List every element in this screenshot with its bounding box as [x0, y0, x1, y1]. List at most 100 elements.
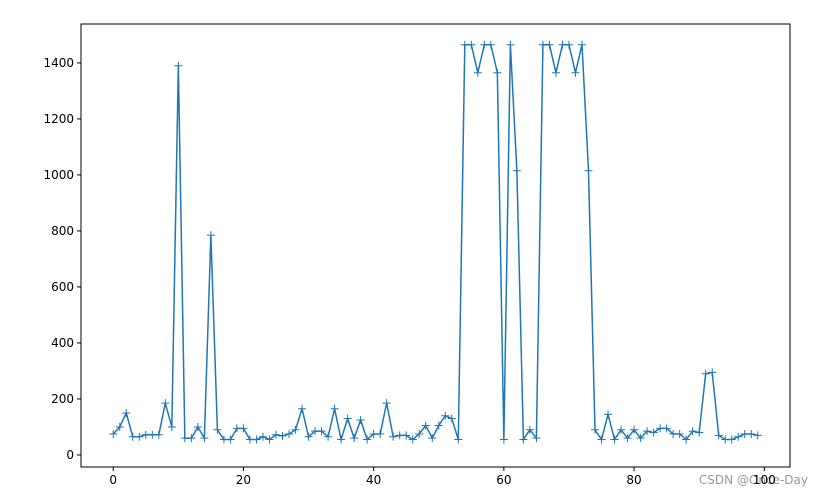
- point-marker: [630, 425, 639, 434]
- point-marker: [402, 431, 411, 440]
- point-marker: [428, 434, 437, 443]
- point-marker: [167, 422, 176, 431]
- point-marker: [734, 432, 743, 441]
- point-marker: [473, 68, 482, 77]
- point-marker: [122, 408, 131, 417]
- x-tick-label: 40: [366, 473, 381, 487]
- point-marker: [591, 425, 600, 434]
- point-marker: [688, 427, 697, 436]
- point-marker: [649, 428, 658, 437]
- point-marker: [512, 166, 521, 175]
- data-line: [112, 43, 758, 443]
- watermark: CSDN @Once-Day: [699, 473, 808, 487]
- point-marker: [278, 431, 287, 440]
- point-marker: [298, 404, 307, 413]
- point-marker: [408, 435, 417, 444]
- point-marker: [330, 404, 339, 413]
- point-marker: [421, 421, 430, 430]
- plot-frame: [80, 23, 791, 468]
- point-marker: [154, 430, 163, 439]
- x-tick-label: 100: [753, 473, 776, 487]
- point-marker: [545, 40, 554, 49]
- point-marker: [610, 435, 619, 444]
- point-marker: [454, 435, 463, 444]
- point-marker: [337, 435, 346, 444]
- point-marker: [695, 428, 704, 437]
- y-tick-label: 800: [51, 224, 74, 238]
- point-marker: [564, 40, 573, 49]
- point-marker: [265, 435, 274, 444]
- point-marker: [324, 432, 333, 441]
- point-marker: [636, 434, 645, 443]
- point-marker: [584, 166, 593, 175]
- point-marker: [708, 368, 717, 377]
- point-marker: [701, 369, 710, 378]
- point-marker: [363, 435, 372, 444]
- y-tick-label: 200: [51, 392, 74, 406]
- point-marker: [271, 430, 280, 439]
- point-marker: [597, 435, 606, 444]
- point-marker: [343, 414, 352, 423]
- point-marker: [258, 432, 267, 441]
- point-marker: [506, 40, 515, 49]
- point-marker: [643, 427, 652, 436]
- point-marker: [206, 231, 215, 240]
- point-marker: [662, 424, 671, 433]
- point-marker: [532, 434, 541, 443]
- point-marker: [109, 429, 118, 438]
- x-tick-label: 80: [626, 473, 641, 487]
- point-marker: [415, 429, 424, 438]
- point-marker: [519, 435, 528, 444]
- point-marker: [213, 425, 222, 434]
- y-tick-label: 1000: [43, 168, 74, 182]
- y-tick-label: 400: [51, 336, 74, 350]
- point-marker: [252, 435, 261, 444]
- point-marker: [714, 431, 723, 440]
- point-marker: [187, 434, 196, 443]
- point-marker: [304, 432, 313, 441]
- point-marker: [135, 432, 144, 441]
- point-marker: [617, 425, 626, 434]
- x-tick-label: 0: [109, 473, 117, 487]
- point-marker: [382, 399, 391, 408]
- point-marker: [174, 61, 183, 70]
- point-marker: [115, 422, 124, 431]
- point-marker: [434, 421, 443, 430]
- point-marker: [675, 429, 684, 438]
- point-marker: [753, 431, 762, 440]
- point-marker: [525, 425, 534, 434]
- x-tick-label: 20: [236, 473, 251, 487]
- y-tick-label: 600: [51, 280, 74, 294]
- point-marker: [291, 425, 300, 434]
- point-marker: [447, 414, 456, 423]
- point-marker: [356, 415, 365, 424]
- point-marker: [193, 422, 202, 431]
- point-marker: [285, 429, 294, 438]
- point-marker: [604, 410, 613, 419]
- point-marker: [317, 427, 326, 436]
- point-marker: [226, 435, 235, 444]
- point-marker: [577, 40, 586, 49]
- point-marker: [376, 429, 385, 438]
- point-marker: [161, 399, 170, 408]
- point-marker: [551, 68, 560, 77]
- point-marker: [727, 435, 736, 444]
- point-marker: [239, 424, 248, 433]
- point-marker: [486, 40, 495, 49]
- point-marker: [350, 434, 359, 443]
- point-marker: [682, 435, 691, 444]
- point-marker: [467, 40, 476, 49]
- point-marker: [200, 434, 209, 443]
- point-marker: [499, 435, 508, 444]
- y-tick-label: 0: [66, 448, 74, 462]
- point-marker: [441, 411, 450, 420]
- y-tick-label: 1200: [43, 112, 74, 126]
- point-marker: [747, 429, 756, 438]
- point-marker: [623, 434, 632, 443]
- point-marker: [571, 68, 580, 77]
- point-marker: [493, 68, 502, 77]
- x-tick-label: 60: [496, 473, 511, 487]
- point-marker: [389, 432, 398, 441]
